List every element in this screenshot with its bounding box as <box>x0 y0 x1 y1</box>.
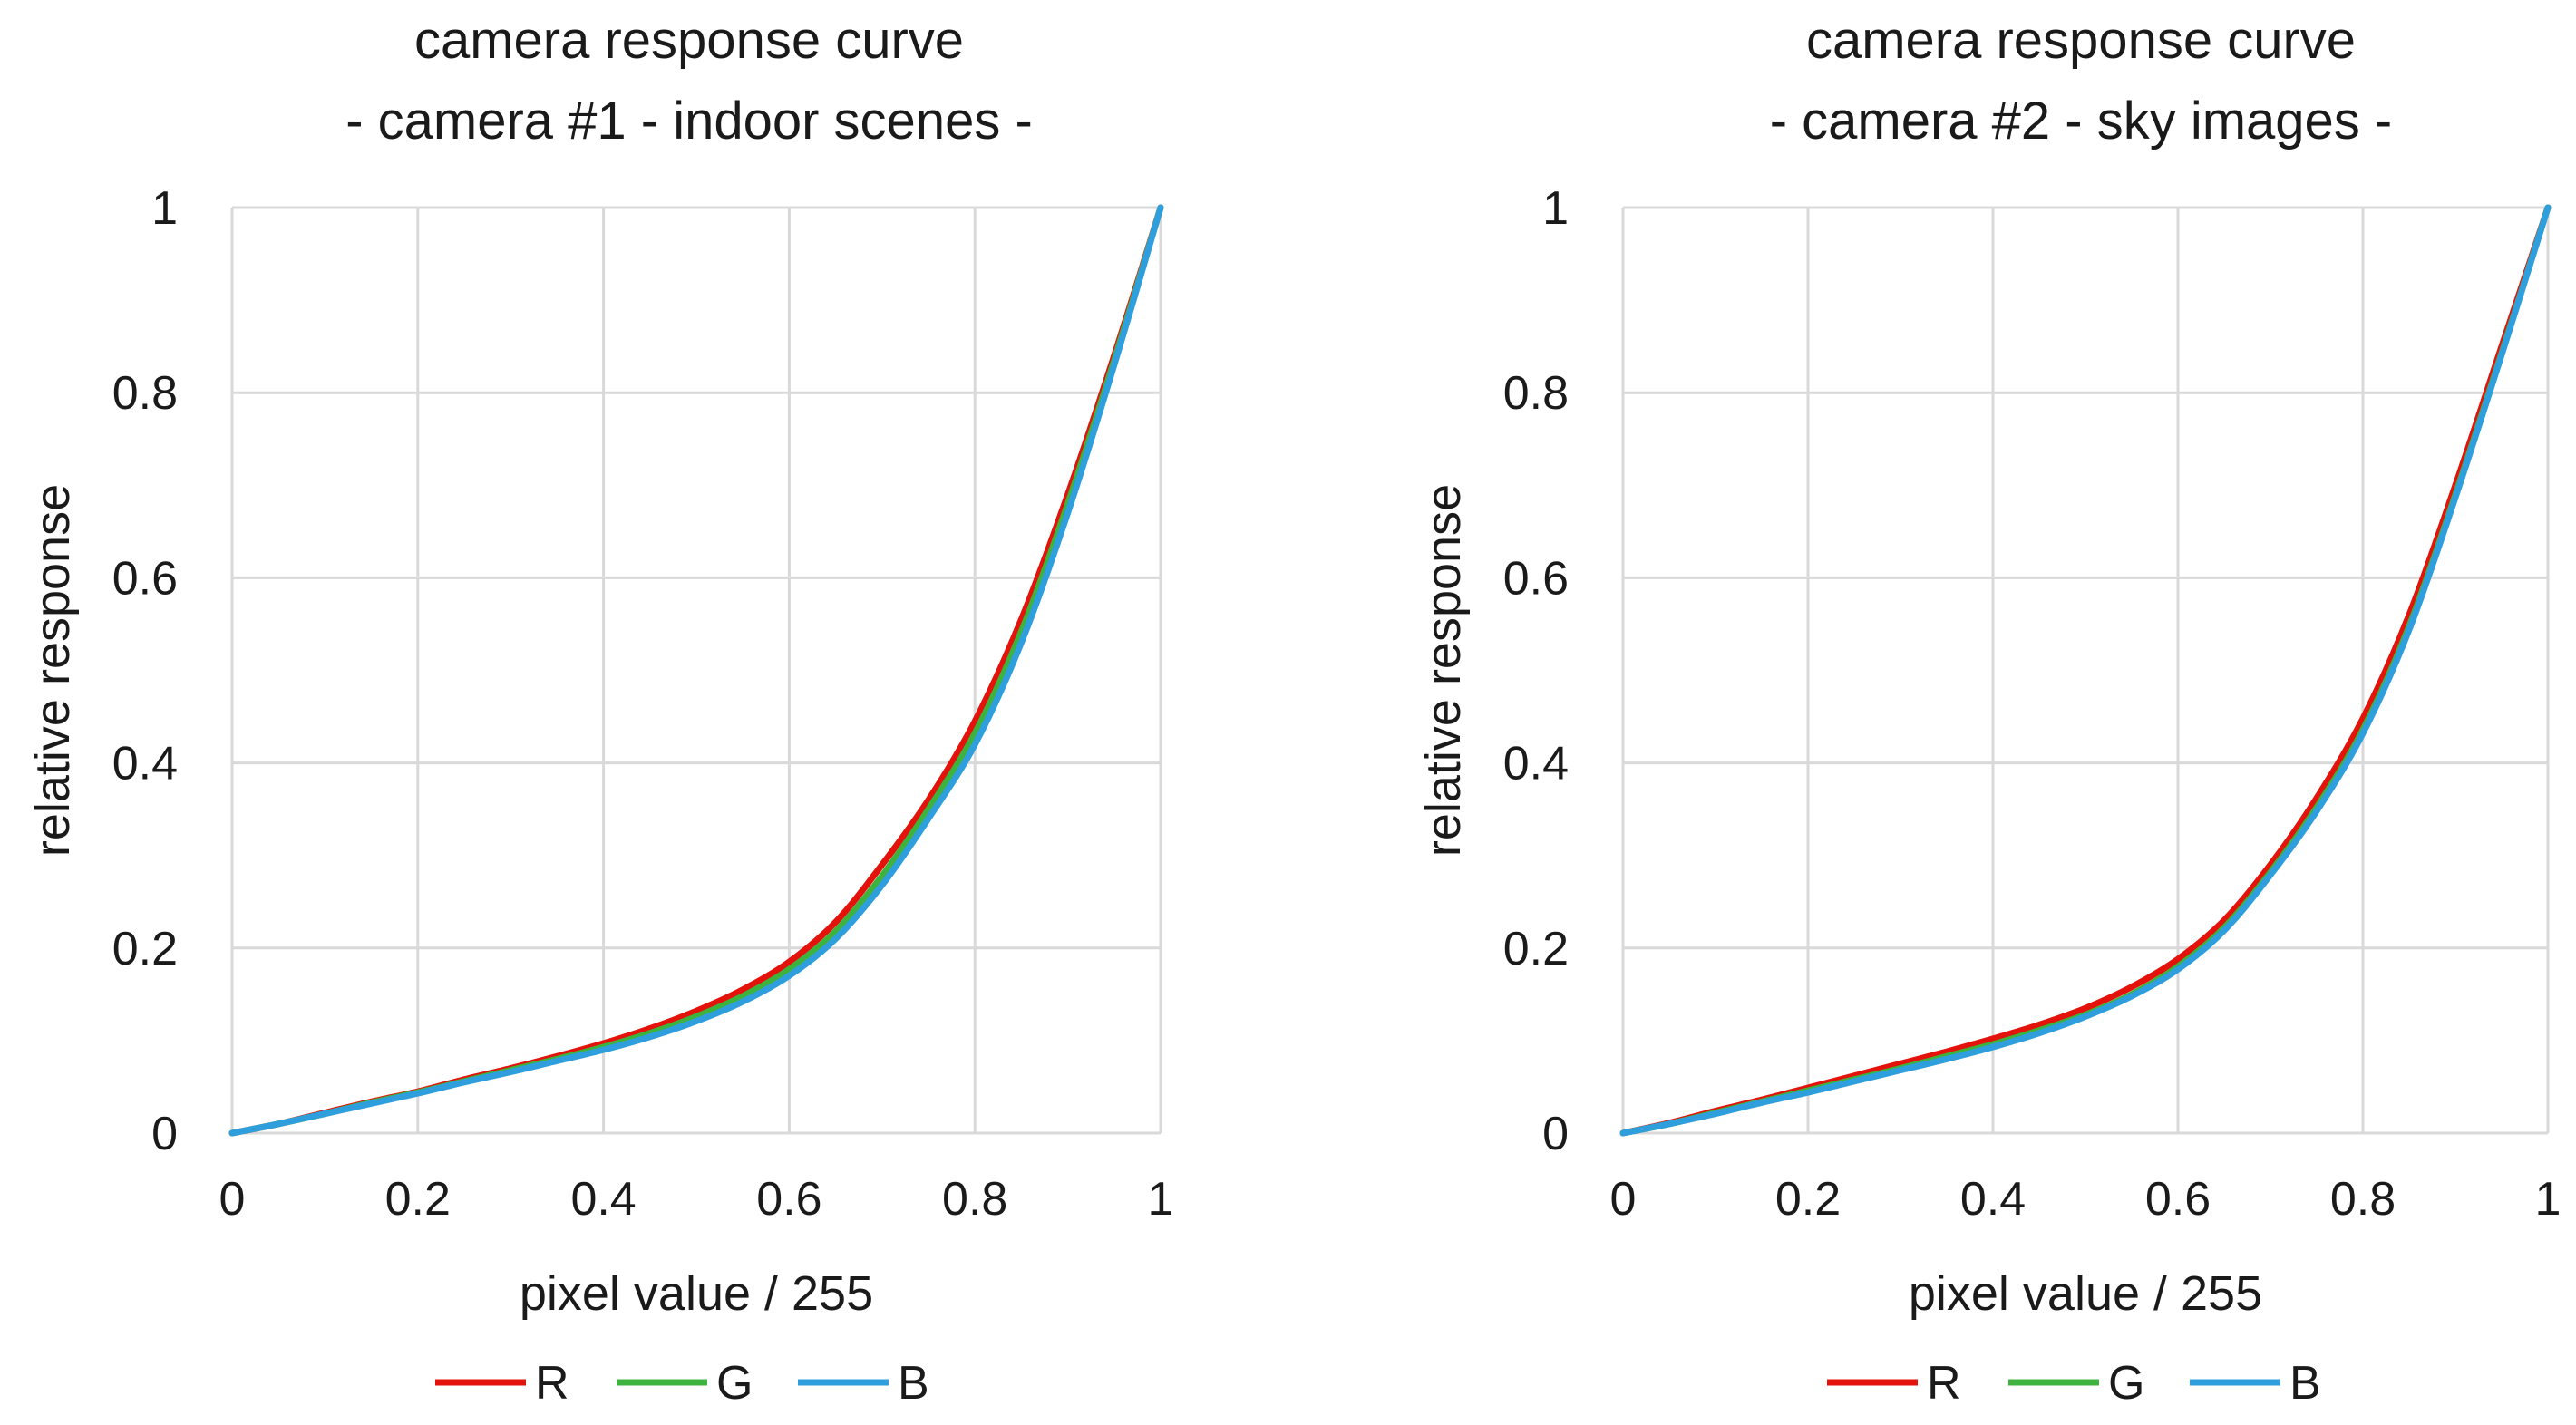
x-tick-label: 0.6 <box>2145 1173 2211 1226</box>
y-tick-label: 0 <box>1542 1108 1569 1160</box>
x-tick-label: 0.2 <box>1775 1173 1841 1226</box>
y-axis-label: relative response <box>25 484 80 857</box>
x-tick-label: 0.6 <box>756 1173 821 1226</box>
x-tick-label: 0.2 <box>385 1173 451 1226</box>
x-tick-label: 0.4 <box>1960 1173 2026 1226</box>
y-tick-label: 0.2 <box>112 923 178 975</box>
x-axis-label: pixel value / 255 <box>1909 1266 2262 1321</box>
series-line-r <box>1619 204 2552 1137</box>
chart-subtitle: - camera #2 - sky images - <box>1770 92 2393 150</box>
series-line-r <box>228 204 1164 1137</box>
x-tick-label: 0.8 <box>942 1173 1007 1226</box>
y-tick-label: 0.8 <box>1503 367 1569 420</box>
y-tick-label: 0.4 <box>112 738 178 790</box>
y-tick-label: 0.6 <box>112 552 178 605</box>
legend-label: R <box>535 1357 569 1410</box>
x-tick-label: 1 <box>2535 1173 2561 1226</box>
chart-title: camera response curve <box>1806 11 2356 70</box>
chart-panel-2: camera response curve - camera #2 - sky i… <box>1416 11 2561 1410</box>
legend-label: B <box>898 1357 929 1410</box>
legend-label: R <box>1927 1357 1961 1410</box>
x-tick-label: 0 <box>1610 1173 1637 1226</box>
chart-subtitle: - camera #1 - indoor scenes - <box>345 92 1033 150</box>
x-axis-label: pixel value / 255 <box>520 1266 873 1321</box>
series-line-g <box>228 204 1164 1137</box>
series-line-b <box>228 204 1164 1137</box>
y-tick-label: 0.4 <box>1503 738 1569 790</box>
x-tick-label: 0.4 <box>570 1173 636 1226</box>
y-axis-label: relative response <box>1416 484 1471 857</box>
x-tick-label: 1 <box>1148 1173 1174 1226</box>
legend-label: G <box>716 1357 753 1410</box>
y-tick-label: 0.6 <box>1503 552 1569 605</box>
legend-label: G <box>2108 1357 2144 1410</box>
legend-label: B <box>2289 1357 2321 1410</box>
y-tick-label: 0 <box>151 1108 178 1160</box>
series-line-b <box>1619 204 2552 1137</box>
y-tick-label: 1 <box>1542 182 1569 235</box>
x-tick-label: 0.8 <box>2330 1173 2396 1226</box>
y-tick-label: 1 <box>151 182 178 235</box>
chart-title: camera response curve <box>414 11 964 70</box>
y-tick-label: 0.2 <box>1503 923 1569 975</box>
chart-panel-1: camera response curve - camera #1 - indoo… <box>25 11 1173 1410</box>
series-line-g <box>1619 204 2552 1137</box>
y-tick-label: 0.8 <box>112 367 178 420</box>
x-tick-label: 0 <box>219 1173 246 1226</box>
